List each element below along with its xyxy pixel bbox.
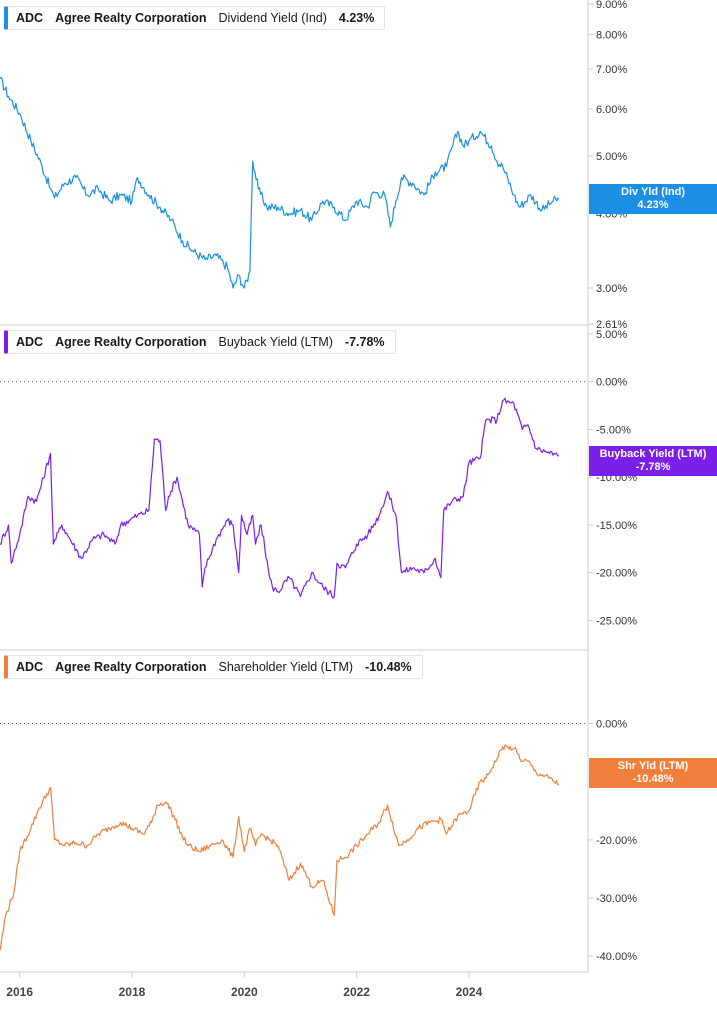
badge-label: Div Yld (Ind) — [621, 186, 685, 198]
series-line — [0, 397, 559, 599]
y-tick-label: -40.00% — [596, 951, 637, 963]
y-tick-label: 2.61% — [596, 319, 627, 331]
y-tick-label: 8.00% — [596, 29, 627, 41]
y-tick-label: 3.00% — [596, 283, 627, 295]
legend-ticker: ADC — [16, 335, 44, 349]
legend-value: -7.78% — [344, 335, 385, 349]
y-tick-label: -30.00% — [596, 893, 637, 905]
value-badge-dividend: Div Yld (Ind) 4.23% — [589, 184, 717, 214]
series-line — [0, 744, 559, 951]
badge-value: 4.23% — [637, 199, 669, 211]
legend-shareholder-yield[interactable]: ADC Agree Realty Corporation Shareholder… — [4, 655, 423, 679]
y-tick-label: -20.00% — [596, 568, 637, 580]
legend-dividend-yield[interactable]: ADC Agree Realty Corporation Dividend Yi… — [4, 6, 386, 30]
value-badge-shareholder: Shr Yld (LTM) -10.48% — [589, 758, 717, 788]
legend-company: Agree Realty Corporation — [55, 11, 207, 25]
badge-value: -10.48% — [632, 773, 674, 785]
legend-metric: Shareholder Yield (LTM) — [218, 660, 354, 674]
legend-buyback-yield[interactable]: ADC Agree Realty Corporation Buyback Yie… — [4, 330, 396, 354]
x-tick-label: 2024 — [456, 985, 483, 999]
badge-value: -7.78% — [635, 461, 671, 473]
value-badge-buyback: Buyback Yield (LTM) -7.78% — [589, 446, 717, 476]
y-tick-label: -20.00% — [596, 835, 637, 847]
y-tick-label: 6.00% — [596, 104, 627, 116]
legend-metric: Dividend Yield (Ind) — [218, 11, 327, 25]
series-line — [0, 76, 560, 289]
legend-company: Agree Realty Corporation — [55, 335, 207, 349]
x-tick-label: 2018 — [119, 985, 146, 999]
y-tick-label: -5.00% — [596, 424, 631, 436]
badge-label: Shr Yld (LTM) — [617, 760, 689, 772]
y-tick-label: 0.00% — [596, 377, 627, 389]
legend-ticker: ADC — [16, 11, 44, 25]
y-tick-label: 7.00% — [596, 64, 627, 76]
legend-company: Agree Realty Corporation — [55, 660, 207, 674]
y-tick-label: 5.00% — [596, 329, 627, 341]
legend-ticker: ADC — [16, 660, 44, 674]
y-tick-label: 0.00% — [596, 718, 627, 730]
y-tick-label: -15.00% — [596, 520, 637, 532]
legend-metric: Buyback Yield (LTM) — [218, 335, 333, 349]
y-tick-label: -25.00% — [596, 615, 637, 627]
x-tick-label: 2016 — [6, 985, 33, 999]
x-tick-label: 2022 — [343, 985, 370, 999]
legend-value: -10.48% — [365, 660, 412, 674]
y-tick-label: 9.00% — [596, 0, 627, 11]
legend-value: 4.23% — [338, 11, 375, 25]
badge-label: Buyback Yield (LTM) — [599, 448, 707, 460]
y-tick-label: 5.00% — [596, 151, 627, 163]
x-tick-label: 2020 — [231, 985, 258, 999]
